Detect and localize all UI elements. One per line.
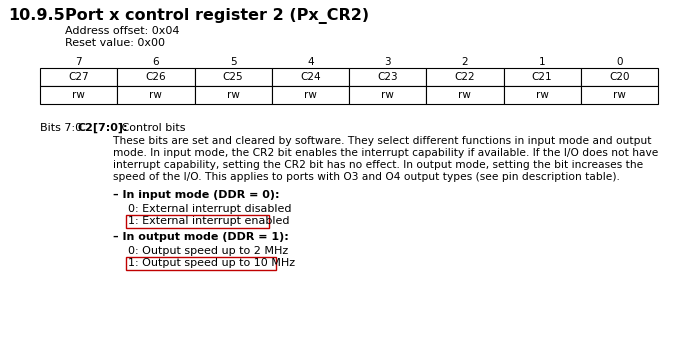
Text: C23: C23 — [377, 72, 398, 82]
Text: C21: C21 — [532, 72, 553, 82]
Text: rw: rw — [458, 90, 471, 100]
Bar — [117, 68, 195, 86]
Text: 1: Output speed up to 10 MHz: 1: Output speed up to 10 MHz — [128, 258, 295, 268]
Text: 2: 2 — [462, 57, 469, 67]
Text: C27: C27 — [68, 72, 89, 82]
Text: – In input mode (DDR = 0):: – In input mode (DDR = 0): — [113, 190, 279, 200]
Text: rw: rw — [381, 90, 394, 100]
Text: C2[7:0]:: C2[7:0]: — [78, 123, 128, 133]
Bar — [272, 68, 349, 86]
Text: 0: 0 — [616, 57, 622, 67]
Text: C22: C22 — [455, 72, 475, 82]
Text: Port x control register 2 (Px_CR2): Port x control register 2 (Px_CR2) — [65, 8, 369, 24]
Text: 7: 7 — [75, 57, 82, 67]
Text: 5: 5 — [230, 57, 237, 67]
Text: speed of the I/O. This applies to ports with O3 and O4 output types (see pin des: speed of the I/O. This applies to ports … — [113, 172, 620, 182]
Bar — [40, 86, 117, 104]
Text: Bits 7:0: Bits 7:0 — [40, 123, 86, 133]
Bar — [581, 86, 658, 104]
Text: C25: C25 — [223, 72, 244, 82]
Text: 3: 3 — [384, 57, 391, 67]
Bar — [126, 215, 269, 228]
Text: C26: C26 — [146, 72, 166, 82]
Bar — [581, 68, 658, 86]
Text: rw: rw — [613, 90, 626, 100]
Bar — [272, 86, 349, 104]
Text: Address offset: 0x04: Address offset: 0x04 — [65, 26, 179, 36]
Text: Control bits: Control bits — [118, 123, 186, 133]
Text: rw: rw — [535, 90, 549, 100]
Text: rw: rw — [227, 90, 239, 100]
Text: 1: External interrupt enabled: 1: External interrupt enabled — [128, 216, 290, 226]
Text: 10.9.5: 10.9.5 — [8, 8, 65, 23]
Text: interrupt capability, setting the CR2 bit has no effect. In output mode, setting: interrupt capability, setting the CR2 bi… — [113, 160, 643, 170]
Text: C24: C24 — [300, 72, 321, 82]
Text: These bits are set and cleared by software. They select different functions in i: These bits are set and cleared by softwa… — [113, 136, 651, 146]
Bar — [426, 86, 504, 104]
Text: 0: Output speed up to 2 MHz: 0: Output speed up to 2 MHz — [128, 246, 288, 256]
Text: rw: rw — [304, 90, 317, 100]
Bar — [40, 68, 117, 86]
Bar — [426, 68, 504, 86]
Bar — [195, 86, 272, 104]
Text: 4: 4 — [307, 57, 314, 67]
Bar — [349, 86, 426, 104]
Text: C20: C20 — [609, 72, 629, 82]
Text: 1: 1 — [539, 57, 545, 67]
Bar — [349, 68, 426, 86]
Text: rw: rw — [72, 90, 85, 100]
Text: 6: 6 — [152, 57, 159, 67]
Text: 0: External interrupt disabled: 0: External interrupt disabled — [128, 204, 291, 214]
Text: Reset value: 0x00: Reset value: 0x00 — [65, 38, 165, 48]
Bar — [504, 68, 581, 86]
Text: mode. In input mode, the CR2 bit enables the interrupt capability if available. : mode. In input mode, the CR2 bit enables… — [113, 148, 658, 158]
Bar — [117, 86, 195, 104]
Bar — [126, 257, 276, 270]
Text: – In output mode (DDR = 1):: – In output mode (DDR = 1): — [113, 232, 288, 242]
Bar — [195, 68, 272, 86]
Bar — [504, 86, 581, 104]
Text: rw: rw — [150, 90, 162, 100]
